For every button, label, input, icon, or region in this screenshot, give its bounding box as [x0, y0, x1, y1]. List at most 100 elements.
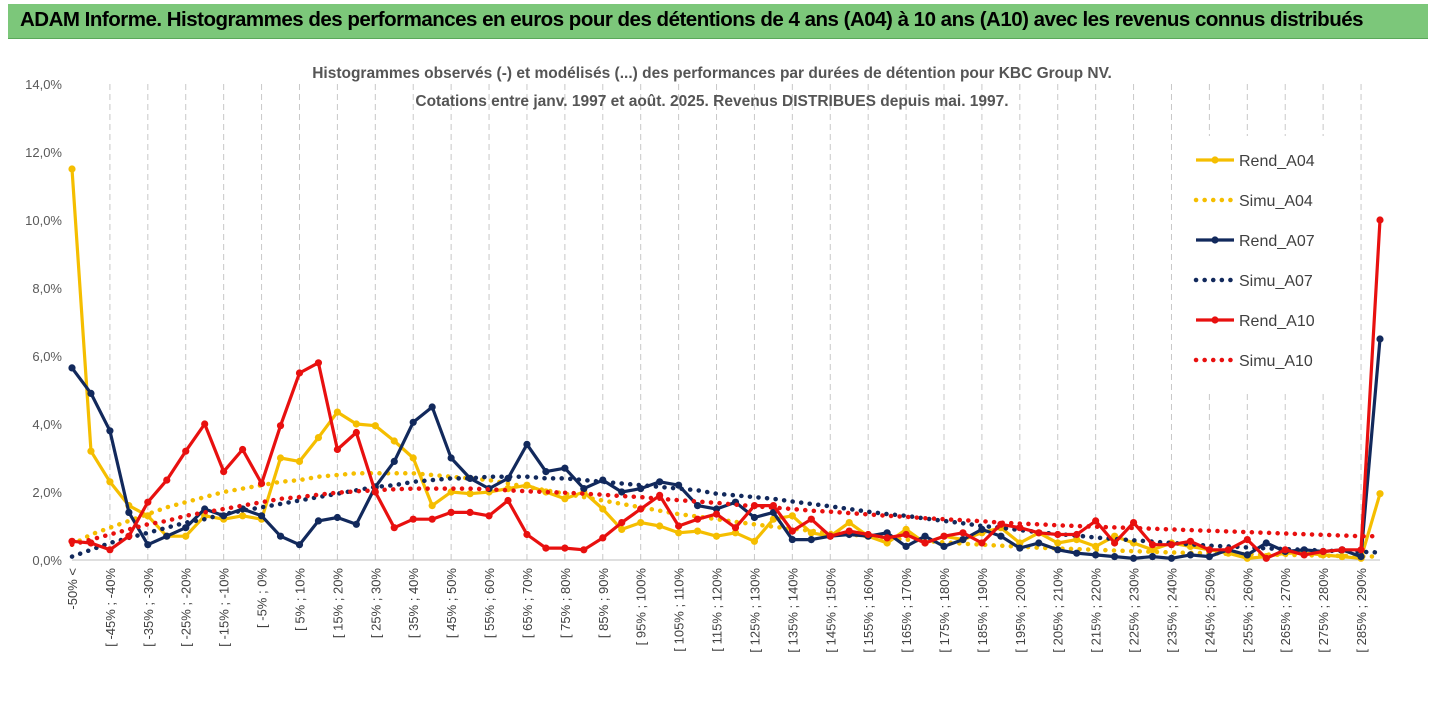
data-point-Rend_A10	[257, 479, 266, 488]
data-point-Rend_A10	[618, 519, 626, 527]
y-tick-label: 0,0%	[32, 553, 62, 568]
data-point-Rend_A04	[750, 537, 759, 545]
data-point-Rend_A07	[561, 464, 569, 472]
data-point-Rend_A10	[1148, 541, 1157, 549]
legend-label: Simu_A10	[1239, 353, 1313, 370]
x-tick-label: [ 35% ; 40%	[406, 568, 421, 639]
data-point-Rend_A10	[580, 546, 588, 554]
series-Rend_A10	[68, 216, 1384, 562]
series-line-Rend_A10	[71, 219, 1382, 560]
x-tick-label: [ 285% ; 290%	[1354, 568, 1369, 653]
data-point-Rend_A10	[902, 530, 910, 539]
x-tick-label: [ 115% ; 120%	[710, 568, 725, 652]
data-point-Rend_A10	[523, 530, 531, 539]
data-point-Rend_A10	[220, 468, 228, 476]
data-point-Rend_A10	[1016, 524, 1024, 532]
legend-label: Rend_A07	[1239, 233, 1315, 250]
x-tick-label: [ -45% ; -40%	[103, 568, 118, 647]
data-point-Rend_A07	[580, 485, 588, 493]
report-banner: ADAM Informe. Histogrammes des performan…	[8, 4, 1428, 39]
x-tick-label: [ 255% ; 260%	[1240, 568, 1255, 653]
y-tick-label: 10,0%	[25, 213, 62, 228]
legend-item-Rend_A10: Rend_A10	[1196, 313, 1315, 330]
data-point-Rend_A07	[390, 457, 398, 465]
data-point-Rend_A10	[182, 447, 190, 455]
legend-marker	[1211, 156, 1219, 164]
data-point-Rend_A10	[1262, 554, 1270, 562]
data-point-Rend_A07	[1243, 551, 1251, 559]
data-point-Rend_A07	[409, 418, 417, 426]
data-point-Rend_A10	[1300, 551, 1308, 559]
series-Simu_A07	[69, 474, 1383, 559]
x-tick-label: [ 235% ; 240%	[1164, 568, 1179, 653]
data-point-Rend_A07	[1186, 551, 1195, 559]
y-tick-label: 4,0%	[32, 417, 62, 432]
data-point-Rend_A04	[1148, 546, 1157, 554]
data-point-Rend_A10	[693, 515, 702, 523]
x-tick-label: [ 75% ; 80%	[558, 568, 573, 639]
data-point-Rend_A04	[712, 532, 721, 540]
data-point-Rend_A10	[68, 537, 76, 545]
x-tick-label: [ 175% ; 180%	[937, 568, 952, 653]
x-tick-label: [ -15% ; -10%	[217, 568, 232, 647]
data-point-Rend_A07	[940, 542, 948, 550]
data-point-Rend_A07	[428, 403, 436, 411]
x-tick-label: [ -35% ; -30%	[141, 568, 156, 647]
x-tick-label: [ 105% ; 110%	[672, 568, 687, 652]
data-point-Rend_A10	[675, 522, 683, 530]
data-point-Rend_A04	[314, 434, 323, 442]
series-line-Rend_A07	[70, 338, 1382, 560]
data-point-Rend_A04	[637, 519, 645, 527]
legend-label: Simu_A04	[1239, 193, 1313, 210]
data-point-Rend_A07	[1167, 554, 1176, 562]
series-line-Simu_A07	[69, 474, 1383, 559]
data-point-Rend_A10	[504, 496, 512, 505]
data-point-Rend_A10	[959, 529, 967, 537]
x-tick-label: [ 45% ; 50%	[444, 568, 459, 639]
data-point-Rend_A04	[106, 478, 114, 486]
y-tick-label: 2,0%	[32, 485, 62, 500]
x-tick-label: [ 265% ; 270%	[1278, 568, 1293, 653]
data-point-Rend_A04	[618, 525, 626, 533]
data-point-Rend_A07	[257, 512, 266, 520]
chart-subtitle: Cotations entre janv. 1997 et août. 2025…	[415, 93, 1008, 110]
data-point-Rend_A07	[1262, 539, 1270, 547]
grid-lines	[109, 84, 1362, 560]
x-tick-label: [ 275% ; 280%	[1316, 568, 1331, 653]
legend-item-Rend_A04: Rend_A04	[1196, 153, 1315, 170]
data-point-Rend_A04	[276, 454, 285, 462]
data-point-Rend_A07	[1129, 554, 1138, 562]
x-tick-label: [ 65% ; 70%	[520, 568, 535, 639]
chart-area: 0,0% 2,0% 4,0% 6,0% 8,0% 10,0% 12,0% 14,0% -50% …	[0, 38, 1431, 719]
data-point-Rend_A07	[1092, 551, 1100, 559]
legend-item-Rend_A07: Rend_A07	[1196, 233, 1315, 250]
axes: 0,0% 2,0% 4,0% 6,0% 8,0% 10,0% 12,0% 14,0% -50% …	[25, 77, 1380, 653]
x-tick-label: [ 55% ; 60%	[482, 568, 497, 639]
series-Simu_A10	[69, 486, 1383, 547]
data-point-Rend_A10	[201, 420, 209, 428]
line-chart: 0,0% 2,0% 4,0% 6,0% 8,0% 10,0% 12,0% 14,0% -50% …	[25, 65, 1384, 653]
data-point-Rend_A04	[239, 512, 247, 520]
data-point-Rend_A07	[352, 520, 360, 528]
data-point-Rend_A10	[1338, 546, 1346, 554]
data-point-Rend_A04	[1016, 539, 1024, 547]
data-point-Rend_A10	[864, 530, 872, 539]
data-point-Rend_A07	[447, 454, 455, 462]
legend-item-Simu_A04: Simu_A04	[1193, 193, 1313, 210]
data-point-Rend_A04	[144, 512, 152, 520]
data-point-Rend_A07	[276, 532, 285, 540]
data-point-Rend_A10	[883, 534, 891, 542]
data-point-Rend_A10	[921, 539, 929, 547]
data-point-Rend_A10	[276, 422, 285, 430]
data-point-Rend_A07	[106, 427, 114, 435]
data-point-Rend_A07	[1148, 553, 1157, 561]
legend-marker	[1211, 316, 1219, 324]
data-point-Rend_A10	[1111, 539, 1119, 547]
legend-label: Rend_A10	[1239, 313, 1315, 330]
data-point-Rend_A07	[883, 529, 891, 537]
x-tick-label: -50% <	[65, 568, 80, 610]
data-point-Rend_A04	[561, 495, 569, 503]
data-point-Rend_A04	[428, 502, 436, 510]
data-point-Rend_A07	[997, 532, 1005, 540]
data-point-Rend_A07	[1035, 539, 1043, 547]
